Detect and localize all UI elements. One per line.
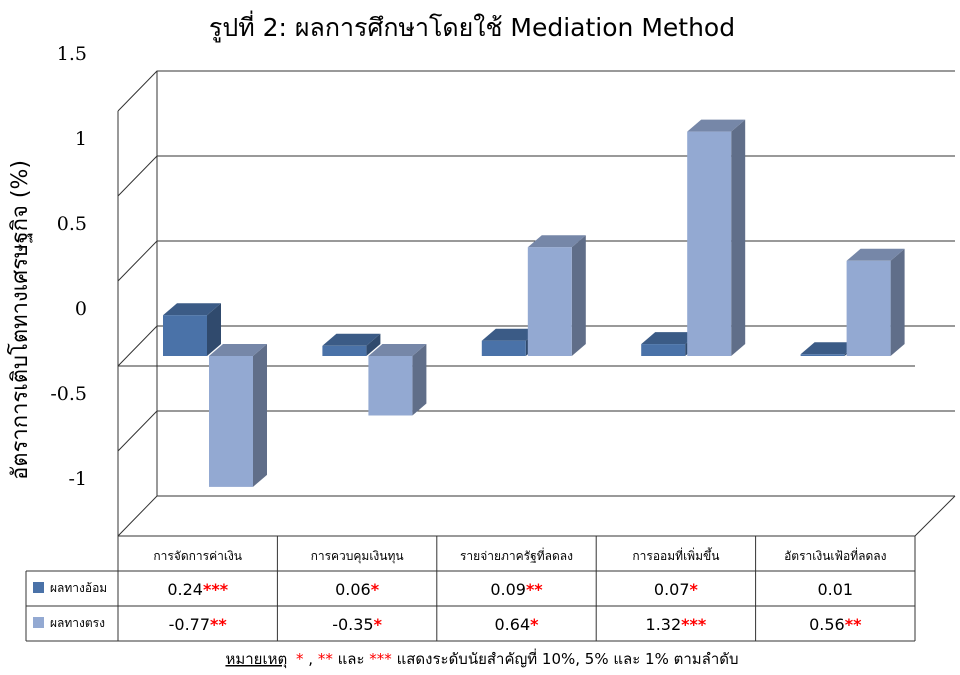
- bar-indirect-4-front: [641, 344, 686, 356]
- bar-indirect-2-side: [366, 333, 381, 356]
- bar-indirect-4-top: [641, 332, 700, 345]
- gridline: [117, 495, 955, 537]
- legend-swatch: [33, 617, 44, 628]
- legend-swatch: [33, 582, 44, 593]
- data-label: -0.35*: [332, 615, 382, 634]
- bar-indirect-1-top: [163, 303, 221, 316]
- data-value: 0.01: [817, 580, 853, 599]
- category-label: การควบคุมเงินทุน: [311, 549, 404, 564]
- data-value: 1.32: [646, 615, 682, 634]
- bar-indirect-2-top: [322, 333, 381, 346]
- significance-stars: *: [374, 615, 383, 634]
- y-tick-labels: 1.5 1 0.5 0 -0.5 -1: [50, 43, 87, 490]
- category-label: รายจ่ายภาครัฐที่ลดลง: [460, 547, 573, 563]
- data-label: 0.07*: [654, 580, 699, 599]
- chart-title: รูปที่ 2: ผลการศึกษาโดยใช้ Mediation Met…: [209, 10, 735, 43]
- bar-indirect-3-front: [481, 340, 526, 356]
- y-tick-label: 0: [75, 298, 87, 320]
- footnote: หมายเหตุ * , ** และ *** แสดงระดับนัยสำคั…: [225, 648, 738, 669]
- bar-direct-3-side: [571, 235, 586, 356]
- category-label: อัตราเงินเฟ้อที่ลดลง: [784, 547, 886, 563]
- footnote-star-2: **: [318, 650, 334, 668]
- y-tick-label: -0.5: [50, 383, 87, 405]
- bar-direct-4: [687, 119, 746, 356]
- data-label: 0.01: [817, 580, 853, 599]
- significance-stars: ***: [681, 615, 707, 634]
- bar-direct-3-top: [527, 235, 586, 248]
- footnote-label: หมายเหตุ: [225, 650, 287, 669]
- bar-direct-1: [209, 344, 267, 487]
- bars: [163, 119, 905, 487]
- bar-direct-2-front: [368, 356, 413, 416]
- y-axis-label: อัตราการเติบโตทางเศรษฐกิจ (%): [7, 160, 33, 480]
- footnote-text-1: ,: [308, 650, 318, 668]
- y-tick-label: -1: [68, 468, 87, 490]
- category-label: การจัดการค่าเงิน: [153, 549, 242, 563]
- bar-direct-4-front: [687, 131, 732, 356]
- data-label: 0.24***: [167, 580, 228, 599]
- bar-direct-1-front: [209, 356, 253, 487]
- legend-entry: ผลทางอ้อม: [50, 581, 107, 595]
- bar-direct-3: [527, 235, 586, 356]
- gridline: [117, 155, 955, 197]
- data-value: 0.64: [495, 615, 531, 634]
- bar-indirect-2-front: [322, 345, 367, 356]
- data-value: 0.06: [335, 580, 371, 599]
- significance-stars: *: [371, 580, 380, 599]
- data-value: 0.56: [809, 615, 845, 634]
- bar-direct-5-top: [846, 248, 905, 261]
- data-value: 0.07: [654, 580, 690, 599]
- footnote-star-3: ***: [369, 650, 392, 668]
- footnote-star-1: *: [296, 650, 304, 668]
- bar-direct-3-front: [527, 247, 572, 356]
- bar-direct-5-side: [890, 248, 905, 356]
- significance-stars: **: [845, 615, 862, 634]
- bar-direct-1-top: [209, 344, 267, 356]
- bar-direct-5-front: [846, 260, 891, 356]
- data-value: -0.77: [169, 615, 210, 634]
- y-tick-label: 0.5: [57, 213, 87, 235]
- y-tick-label: 1.5: [57, 43, 87, 65]
- bar-indirect-1-front: [163, 315, 207, 356]
- footnote-text-3: แสดงระดับนัยสำคัญที่ 10%, 5% และ 1% ตามล…: [397, 648, 739, 668]
- data-table: การจัดการค่าเงิน การควบคุมเงินทุน รายจ่ายภ…: [25, 536, 916, 642]
- data-label: 0.64*: [495, 615, 540, 634]
- significance-stars: ***: [203, 580, 229, 599]
- data-label: 1.32***: [646, 615, 707, 634]
- bar-direct-2: [368, 344, 427, 416]
- data-value: 0.24: [167, 580, 203, 599]
- bar-direct-1-side: [253, 344, 267, 487]
- footnote-text-2: และ: [338, 650, 370, 668]
- significance-stars: *: [530, 615, 539, 634]
- bar-direct-2-side: [412, 344, 427, 416]
- significance-stars: **: [210, 615, 227, 634]
- bar-direct-2-top: [368, 344, 427, 356]
- bar-indirect-5-top: [800, 342, 859, 355]
- bar-indirect-2: [322, 333, 381, 356]
- significance-stars: *: [690, 580, 699, 599]
- category-label: การออมที่เพิ่มขึ้น: [632, 547, 719, 563]
- data-label: -0.77**: [169, 615, 228, 634]
- bar-indirect-3-top: [481, 328, 540, 341]
- bar-direct-4-top: [687, 119, 746, 132]
- bar-direct-5: [846, 248, 905, 356]
- data-value: -0.35: [332, 615, 373, 634]
- bar-indirect-1-side: [207, 303, 221, 356]
- y-tick-label: 1: [75, 128, 87, 150]
- significance-stars: **: [526, 580, 543, 599]
- gridlines: [117, 70, 956, 537]
- bar-indirect-1: [163, 303, 221, 356]
- data-value: 0.09: [490, 580, 526, 599]
- legend-entry: ผลทางตรง: [50, 616, 105, 630]
- data-label: 0.56**: [809, 615, 862, 634]
- data-label: 0.06*: [335, 580, 380, 599]
- data-label: 0.09**: [490, 580, 543, 599]
- floor-front-edge: [118, 495, 956, 537]
- gridline: [117, 70, 955, 112]
- bar-direct-4-side: [731, 119, 746, 356]
- bar-indirect-5-front: [800, 354, 845, 356]
